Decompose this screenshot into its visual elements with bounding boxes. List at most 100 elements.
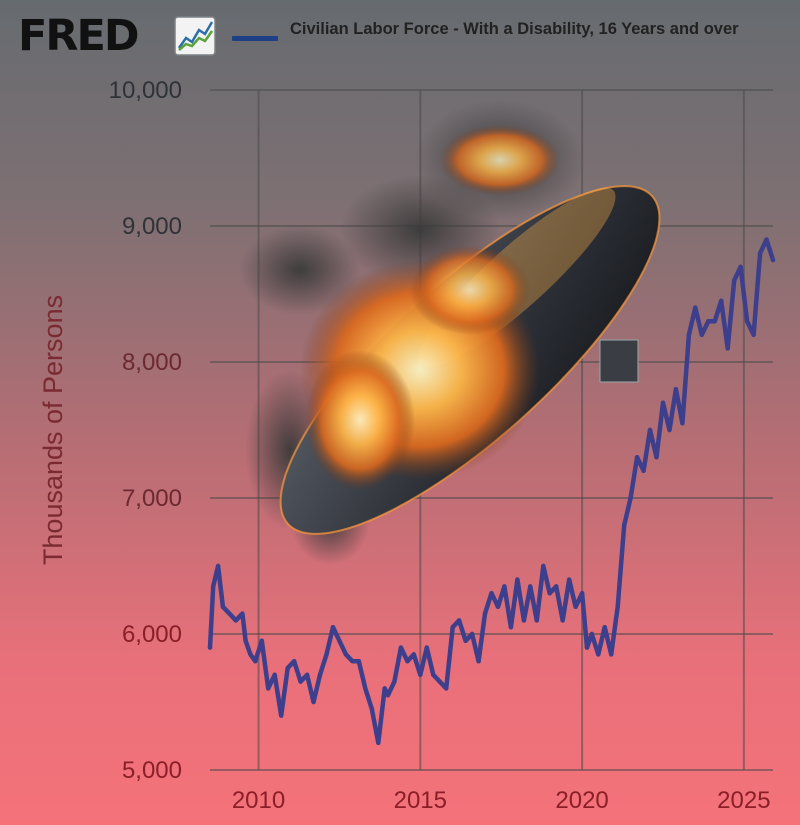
data-point [272,672,277,677]
data-point [291,659,297,664]
data-point [356,659,362,664]
data-point [418,672,423,677]
data-point [508,625,514,630]
data-point [469,631,475,637]
data-point [731,278,737,283]
data-point [641,468,646,473]
data-point [719,298,724,303]
data-point [609,652,614,657]
data-point [227,611,232,616]
data-point [502,584,507,589]
data-point [324,652,329,657]
x-tick-label: 2015 [394,787,447,814]
data-point [476,659,481,664]
data-point [259,638,264,643]
data-point [596,652,601,657]
data-point [757,251,763,256]
legend-label: Civilian Labor Force - With a Disability… [290,20,739,38]
data-point [405,659,410,664]
data-point [253,659,258,664]
data-point [298,679,303,684]
data-point [615,604,620,609]
data-point [450,625,455,630]
y-tick-label: 5,000 [122,757,182,784]
data-point [573,604,578,609]
data-point [534,618,539,623]
data-point [363,686,368,691]
data-point [266,686,271,691]
data-point [211,584,216,589]
data-point [431,672,436,677]
data-point [243,638,248,643]
line-chart-icon [174,16,216,56]
data-point [673,387,679,392]
chart-header: FRED Civilian Labor Force - With a Disab… [0,0,800,70]
y-axis: 5,000 6,000 7,000 8,000 9,000 10,000 [109,77,182,784]
data-point [376,740,381,745]
data-point [738,264,743,269]
x-tick-label: 2020 [555,787,608,814]
data-point [654,455,659,460]
data-point [699,332,705,337]
y-tick-label: 10,000 [109,77,182,104]
data-point [712,319,717,324]
data-point [495,604,501,609]
data-point [317,672,323,677]
data-point [398,645,404,650]
data-point [628,495,633,501]
legend-swatch [232,36,278,41]
data-point [278,713,284,718]
data-point [215,563,221,569]
data-point [521,618,527,623]
y-tick-label: 6,000 [122,621,182,648]
data-point [311,699,316,705]
data-point [233,618,239,623]
data-point [330,625,336,630]
data-point [589,631,595,637]
data-point [337,638,342,643]
data-point [560,618,565,623]
data-point [482,611,488,616]
data-point [392,679,397,684]
data-point [566,577,572,582]
data-point [248,652,253,657]
data-point [579,591,585,596]
data-point [424,645,429,650]
data-point [444,686,449,691]
burning-airship-image [240,100,661,565]
data-point [456,618,462,623]
data-point [547,591,552,596]
data-point [584,645,590,650]
data-point [602,625,607,630]
x-axis: 2010 2015 2020 2025 [232,787,771,814]
y-tick-label: 7,000 [122,485,182,512]
x-tick-label: 2010 [232,787,285,814]
data-point [744,319,750,324]
data-point [369,706,374,711]
data-point [764,237,769,242]
data-point [541,563,546,569]
data-point [686,332,692,337]
y-tick-label: 9,000 [122,213,182,240]
data-point [515,577,520,582]
data-point [463,638,468,643]
data-point [207,645,213,650]
data-point [528,584,533,589]
data-point [285,665,290,671]
x-tick-label: 2025 [717,787,770,814]
data-point [382,686,387,691]
fred-logo[interactable]: FRED [18,11,140,61]
data-point [667,427,672,433]
data-point [693,305,698,310]
data-point [634,455,640,460]
data-point [660,400,666,405]
data-point [489,591,494,596]
data-point [621,523,627,528]
data-point [770,257,776,263]
data-point [385,693,391,698]
data-point [706,319,711,324]
data-point [240,611,245,616]
y-tick-label: 8,000 [122,349,182,376]
data-point [647,427,653,433]
